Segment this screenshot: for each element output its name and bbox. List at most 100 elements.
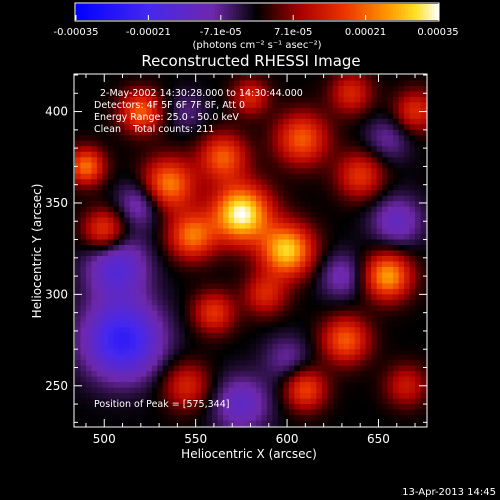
heatmap-cell <box>283 195 290 202</box>
heatmap-cell <box>195 299 202 306</box>
heatmap-cell <box>305 283 312 290</box>
heatmap-cell <box>124 398 131 405</box>
heatmap-cell <box>173 332 180 339</box>
heatmap-cell <box>327 398 334 405</box>
heatmap-cell <box>420 376 427 383</box>
heatmap-cell <box>75 162 81 169</box>
heatmap-cell <box>382 409 389 416</box>
heatmap-cell <box>234 223 241 230</box>
heatmap-cell <box>371 261 378 268</box>
heatmap-cell <box>398 420 405 427</box>
heatmap-cell <box>283 223 290 230</box>
heatmap-cell <box>420 85 427 92</box>
heatmap-cell <box>129 387 136 394</box>
heatmap-cell <box>321 338 328 345</box>
heatmap-cell <box>310 409 317 416</box>
heatmap-cell <box>80 288 87 295</box>
heatmap-cell <box>327 277 334 284</box>
heatmap-cell <box>349 162 356 169</box>
heatmap-cell <box>135 283 142 290</box>
heatmap-cell <box>190 173 197 180</box>
heatmap-cell <box>294 151 301 158</box>
heatmap-cell <box>332 91 339 98</box>
heatmap-cell <box>124 195 131 202</box>
heatmap-cell <box>250 387 257 394</box>
heatmap-cell <box>80 255 87 262</box>
heatmap-cell <box>299 96 306 103</box>
heatmap-cell <box>162 266 169 273</box>
heatmap-cell <box>239 415 246 422</box>
heatmap-cell <box>294 212 301 219</box>
heatmap-cell <box>173 129 180 136</box>
heatmap-cell <box>107 146 114 153</box>
heatmap-cell <box>195 179 202 186</box>
heatmap-cell <box>398 305 405 312</box>
heatmap-cell <box>261 310 268 317</box>
heatmap-cell <box>75 354 81 361</box>
heatmap-cell <box>316 223 323 230</box>
heatmap-cell <box>157 338 164 345</box>
heatmap-cell <box>376 338 383 345</box>
heatmap-cell <box>415 305 422 312</box>
heatmap-cell <box>107 250 114 257</box>
heatmap-cell <box>80 266 87 273</box>
heatmap-cell <box>283 107 290 114</box>
heatmap-cell <box>387 338 394 345</box>
heatmap-cell <box>217 212 224 219</box>
heatmap-cell <box>190 371 197 378</box>
heatmap-cell <box>212 354 219 361</box>
heatmap-cell <box>212 349 219 356</box>
heatmap-cell <box>206 294 213 301</box>
heatmap-cell <box>157 393 164 400</box>
heatmap-cell <box>184 228 191 235</box>
heatmap-cell <box>129 327 136 334</box>
heatmap-cell <box>80 272 87 279</box>
heatmap-cell <box>360 332 367 339</box>
heatmap-cell <box>162 283 169 290</box>
heatmap-cell <box>272 245 279 251</box>
heatmap-cell <box>376 151 383 158</box>
heatmap-cell <box>234 420 241 427</box>
heatmap-cell <box>91 124 98 131</box>
heatmap-cell <box>409 321 416 328</box>
heatmap-cell <box>288 305 295 312</box>
heatmap-cell <box>168 135 175 142</box>
heatmap-cell <box>349 91 356 98</box>
colorbar-cell <box>419 4 424 20</box>
heatmap-cell <box>299 316 306 323</box>
heatmap-cell <box>201 217 208 224</box>
heatmap-cell <box>151 272 158 279</box>
heatmap-cell <box>151 195 158 202</box>
heatmap-cell <box>354 272 361 279</box>
heatmap-cell <box>338 80 345 87</box>
heatmap-cell <box>102 321 109 328</box>
heatmap-cell <box>80 201 87 208</box>
heatmap-cell <box>261 305 268 312</box>
heatmap-cell <box>96 157 103 164</box>
heatmap-cell <box>80 179 87 186</box>
heatmap-cell <box>245 371 251 378</box>
heatmap-cell <box>151 124 158 131</box>
heatmap-cell <box>327 310 334 317</box>
heatmap-cell <box>179 343 186 350</box>
heatmap-cell <box>228 349 235 356</box>
heatmap-cell <box>288 135 295 142</box>
heatmap-cell <box>376 409 383 416</box>
heatmap-cell <box>157 277 164 284</box>
heatmap-cell <box>376 376 383 383</box>
heatmap-cell <box>245 288 251 295</box>
heatmap-cell <box>151 255 158 262</box>
heatmap-cell <box>277 212 284 219</box>
heatmap-cell <box>201 371 208 378</box>
heatmap-cell <box>255 387 262 394</box>
heatmap-cell <box>371 250 378 257</box>
heatmap-cell <box>228 272 235 279</box>
heatmap-cell <box>255 360 262 367</box>
heatmap-cell <box>277 294 284 301</box>
heatmap-cell <box>135 135 142 142</box>
heatmap-cell <box>272 173 279 180</box>
heatmap-cell <box>316 113 323 120</box>
heatmap-cell <box>190 179 197 186</box>
heatmap-cell <box>349 228 356 235</box>
heatmap-cell <box>277 173 284 180</box>
